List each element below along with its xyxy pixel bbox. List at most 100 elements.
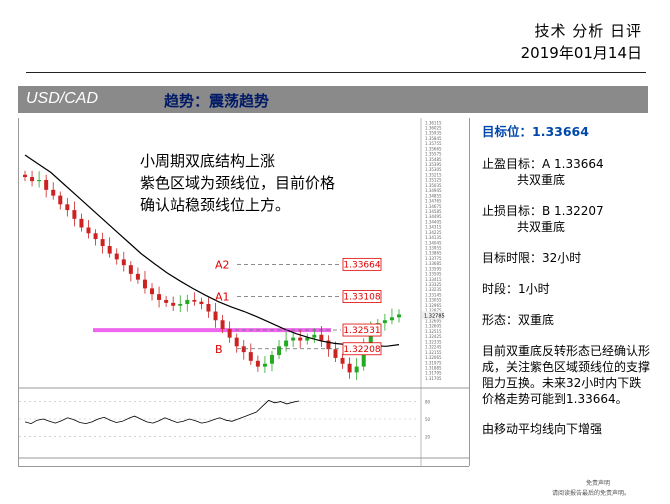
- y-tick-label: 1.34855: [425, 193, 442, 198]
- note-line-2: 紫色区域为颈线位，目前价格: [140, 174, 336, 192]
- candle-body: [241, 346, 246, 353]
- candle-body: [312, 334, 317, 338]
- candle-body: [58, 195, 63, 205]
- y-tick-label: 1.33595: [425, 266, 442, 271]
- disclaimer-text: 请阅读报告最后的免责声明。: [551, 490, 630, 497]
- y-tick-label: 1.32965: [425, 303, 442, 308]
- candle-body: [382, 320, 387, 324]
- candle-body: [389, 317, 394, 321]
- y-tick-label: 1.35665: [425, 146, 442, 151]
- y-tick-label: 1.35755: [425, 141, 442, 146]
- candle-body: [291, 337, 296, 341]
- y-tick-label: 1.31885: [425, 365, 442, 370]
- y-tick-label: 1.33055: [425, 298, 442, 303]
- chart-frame-bottom: [18, 466, 469, 467]
- y-tick-label: 1.33505: [425, 272, 442, 277]
- y-tick-label: 1.34405: [425, 219, 442, 224]
- header-rule: [26, 72, 646, 73]
- candle-body: [227, 328, 232, 338]
- y-tick-label: 1.35845: [425, 136, 442, 141]
- target-price: 目标位：1.33664: [482, 124, 589, 139]
- moving-average-line: [24, 154, 400, 347]
- chart-frame-left: [18, 118, 19, 466]
- candle-body: [354, 366, 359, 373]
- candle-body: [150, 288, 155, 295]
- level-tag: 1.32208: [343, 345, 380, 355]
- y-tick-label: 1.35305: [425, 167, 442, 172]
- candle-body: [164, 299, 169, 303]
- candle-body: [199, 301, 204, 305]
- candle-body: [72, 210, 77, 219]
- level-tag-box: [342, 257, 382, 271]
- candle-body: [86, 227, 91, 234]
- disclaimer-title: 免责声明: [585, 480, 610, 487]
- candle-body: [255, 360, 260, 367]
- candle-body: [185, 299, 190, 305]
- candle-body: [157, 294, 162, 300]
- candle-body: [333, 349, 338, 358]
- y-tick-label: 1.33235: [425, 287, 442, 292]
- y-tick-label: 1.31975: [425, 360, 442, 365]
- candle-body: [171, 302, 176, 306]
- take-profit-target: 止盈目标：A 1.33664: [482, 157, 604, 171]
- y-tick-label: 1.32245: [425, 345, 442, 350]
- level-tag: 1.33108: [343, 293, 380, 303]
- moving-average-note: 由移动平均线向下增强: [482, 422, 603, 436]
- time-limit: 目标时限：32小时: [482, 251, 582, 265]
- symbol-label: USD/CAD: [26, 90, 99, 107]
- y-tick-label: 1.35395: [425, 162, 442, 167]
- candle-body: [305, 337, 310, 341]
- y-tick-label: 1.32425: [425, 334, 442, 339]
- y-tick-label: 1.34135: [425, 235, 442, 240]
- y-tick-label: 1.32515: [425, 329, 442, 334]
- current-price-box: [422, 311, 444, 320]
- candle-body: [326, 340, 331, 350]
- y-tick-label: 1.35125: [425, 178, 442, 183]
- note-line-1: 小周期双底结构上涨: [140, 152, 276, 170]
- candle-body: [220, 320, 225, 329]
- candle-body: [269, 355, 274, 364]
- level-tag-box: [342, 323, 382, 337]
- stop-loss-target: 止损目标：B 1.32207: [482, 204, 604, 218]
- oscillator-tick: 50: [425, 417, 431, 422]
- level-tag: 1.32531: [343, 326, 380, 336]
- chart-note: 小周期双底结构上涨 紫色区域为颈线位，目前价格 确认站稳颈线位上方。: [140, 150, 380, 216]
- candle-body: [44, 179, 49, 190]
- y-tick-label: 1.31705: [425, 376, 442, 381]
- candle-body: [213, 311, 218, 321]
- stop-loss-pattern: 共双重底: [517, 220, 566, 234]
- y-tick-label: 1.34675: [425, 204, 442, 209]
- y-tick-label: 1.34045: [425, 240, 442, 245]
- candle-body: [319, 334, 324, 341]
- analysis-description: 目前双重底反转形态已经确认形成，关注紫色区域颈线位的支撑阻力互换。未来32小时内…: [482, 344, 651, 406]
- oscillator-tick: 80: [425, 400, 431, 405]
- candle-body: [192, 299, 197, 302]
- candle-body: [107, 246, 112, 254]
- note-line-3: 确认站稳颈线位上方。: [140, 196, 291, 214]
- candle-body: [51, 189, 56, 196]
- y-tick-label: 1.32155: [425, 350, 442, 355]
- y-tick-label: 1.35575: [425, 152, 442, 157]
- y-tick-label: 1.35485: [425, 157, 442, 162]
- level-label: A1: [215, 291, 230, 304]
- y-tick-label: 1.34495: [425, 214, 442, 219]
- y-tick-label: 1.33775: [425, 256, 442, 261]
- y-tick-label: 1.35215: [425, 172, 442, 177]
- candle-body: [284, 340, 289, 347]
- level-tag-box: [342, 342, 382, 356]
- oscillator-line: [24, 399, 300, 425]
- y-tick-label: 1.32065: [425, 355, 442, 360]
- candle-body: [234, 337, 239, 347]
- candle-body: [340, 357, 345, 364]
- candle-body: [23, 174, 27, 178]
- level-tag: 1.33664: [343, 260, 380, 270]
- candle-body: [142, 279, 147, 289]
- candle-body: [347, 363, 352, 373]
- y-tick-label: 1.33325: [425, 282, 442, 287]
- candle-body: [206, 304, 211, 312]
- y-tick-label: 1.35035: [425, 183, 442, 188]
- oscillator-tick: 20: [425, 434, 431, 439]
- candle-body: [262, 363, 267, 367]
- y-tick-label: 1.31795: [425, 371, 442, 376]
- y-tick-label: 1.33685: [425, 261, 442, 266]
